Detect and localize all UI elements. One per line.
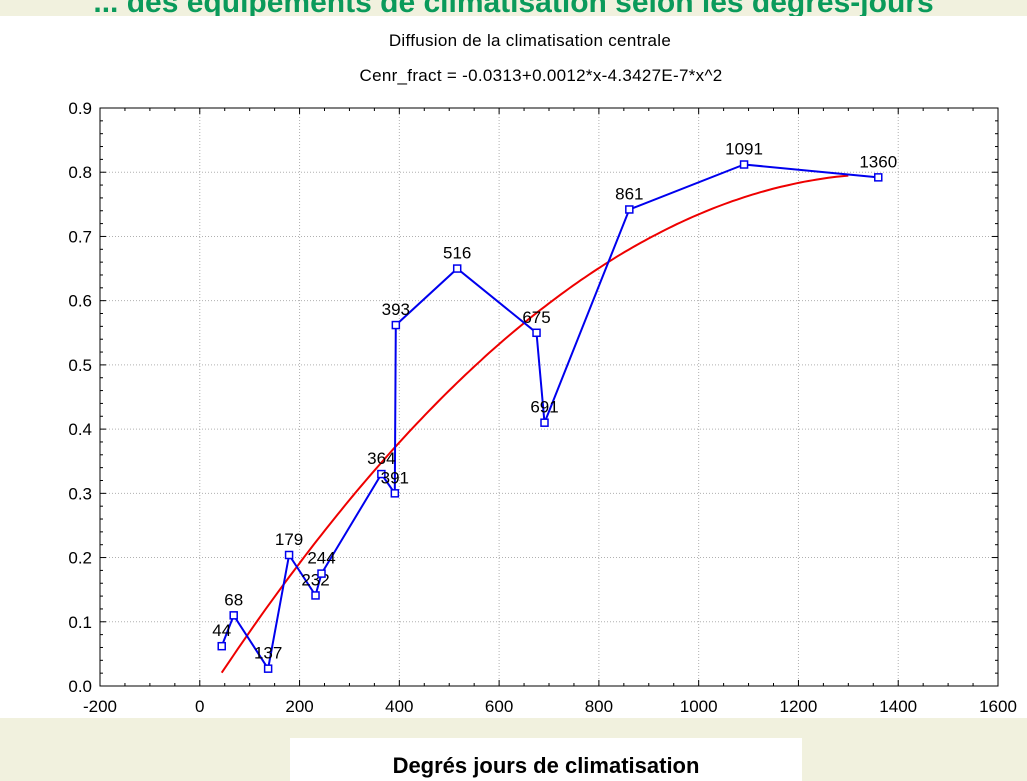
point-label: 1091 xyxy=(725,140,763,159)
point-label: 1360 xyxy=(859,152,897,171)
point-label: 244 xyxy=(307,549,335,568)
x-tick-label: -200 xyxy=(83,697,117,716)
y-tick-label: 0.4 xyxy=(68,420,92,439)
point-label: 675 xyxy=(522,308,550,327)
y-tick-label: 0.9 xyxy=(68,99,92,118)
point-label: 364 xyxy=(367,449,395,468)
y-tick-label: 0.2 xyxy=(68,549,92,568)
data-point xyxy=(265,665,272,672)
data-point xyxy=(318,570,325,577)
y-tick-label: 0.0 xyxy=(68,677,92,696)
data-point xyxy=(230,612,237,619)
point-label: 137 xyxy=(254,644,282,663)
data-point xyxy=(875,174,882,181)
x-tick-label: 600 xyxy=(485,697,513,716)
y-tick-label: 0.6 xyxy=(68,292,92,311)
data-point xyxy=(741,161,748,168)
y-tick-label: 0.5 xyxy=(68,356,92,375)
y-tick-label: 0.3 xyxy=(68,484,92,503)
x-tick-label: 1200 xyxy=(780,697,818,716)
data-point xyxy=(312,592,319,599)
x-tick-label: 400 xyxy=(385,697,413,716)
point-label: 393 xyxy=(382,300,410,319)
data-point xyxy=(626,206,633,213)
series: 4468137179232244364391393516675691861109… xyxy=(212,140,897,673)
data-point xyxy=(454,265,461,272)
point-label: 691 xyxy=(530,398,558,417)
data-point xyxy=(391,490,398,497)
data-point xyxy=(286,551,293,558)
data-point xyxy=(392,322,399,329)
data-point xyxy=(218,643,225,650)
y-tick-label: 0.1 xyxy=(68,613,92,632)
data-point xyxy=(533,329,540,336)
point-label: 68 xyxy=(224,590,243,609)
y-tick-label: 0.8 xyxy=(68,163,92,182)
x-tick-label: 200 xyxy=(285,697,313,716)
point-label: 516 xyxy=(443,244,471,263)
x-tick-label: 1400 xyxy=(879,697,917,716)
x-tick-label: 1000 xyxy=(680,697,718,716)
x-tick-label: 0 xyxy=(195,697,204,716)
data-point xyxy=(541,419,548,426)
chart-subtitle: Cenr_fract = -0.0313+0.0012*x-4.3427E-7*… xyxy=(360,66,723,85)
y-tick-label: 0.7 xyxy=(68,227,92,246)
point-label: 44 xyxy=(212,621,231,640)
point-label: 861 xyxy=(615,184,643,203)
chart-title: Diffusion de la climatisation centrale xyxy=(389,31,671,50)
x-tick-label: 800 xyxy=(585,697,613,716)
point-label: 391 xyxy=(381,468,409,487)
x-tick-label: 1600 xyxy=(979,697,1017,716)
point-label: 179 xyxy=(275,530,303,549)
